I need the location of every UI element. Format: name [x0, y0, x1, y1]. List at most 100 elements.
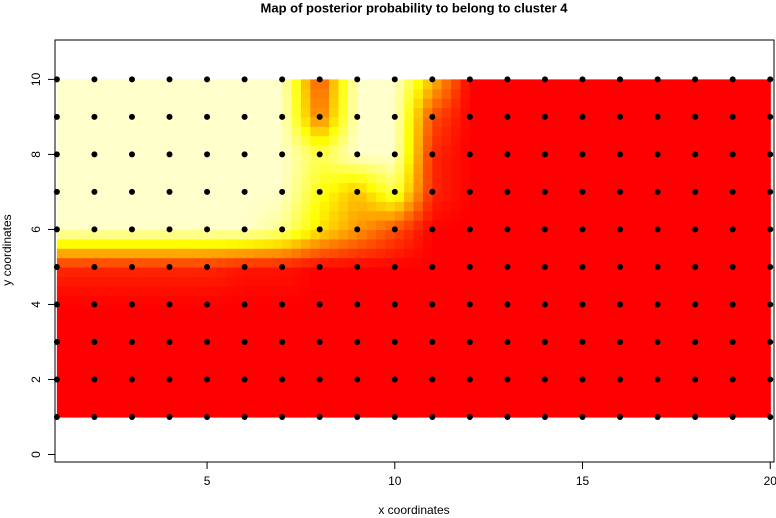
heat-cell	[263, 248, 274, 259]
heat-cell	[282, 145, 293, 156]
heat-cell	[291, 220, 302, 231]
heat-cell	[141, 88, 152, 99]
heat-cell	[704, 351, 715, 362]
heat-cell	[169, 351, 180, 362]
heat-cell	[676, 379, 687, 390]
heat-cell	[385, 135, 396, 146]
heat-cell	[591, 98, 602, 109]
heat-cell	[56, 98, 67, 109]
heat-cell	[610, 107, 621, 118]
heat-cell	[704, 220, 715, 231]
grid-point	[91, 226, 98, 233]
heat-cell	[263, 163, 274, 174]
heat-cell	[85, 323, 96, 334]
heat-cell	[66, 126, 77, 137]
heat-cell	[263, 201, 274, 212]
grid-point	[166, 376, 173, 383]
grid-point	[241, 151, 248, 158]
heat-cell	[554, 351, 565, 362]
heat-cell	[460, 379, 471, 390]
heat-cell	[704, 107, 715, 118]
heat-cell	[122, 163, 133, 174]
heat-cell	[385, 191, 396, 202]
heat-cell	[357, 313, 368, 324]
heat-cell	[685, 201, 696, 212]
heat-cell	[479, 285, 490, 296]
heat-cell	[225, 341, 236, 352]
heat-cell	[56, 341, 67, 352]
grid-point	[541, 376, 548, 383]
heat-cell	[347, 257, 358, 268]
heat-cell	[422, 285, 433, 296]
heat-cell	[629, 304, 640, 315]
heat-cell	[56, 191, 67, 202]
heat-cell	[573, 88, 584, 99]
heat-cell	[629, 276, 640, 287]
heat-cell	[404, 191, 415, 202]
heat-cell	[610, 238, 621, 249]
heat-cell	[188, 107, 199, 118]
heat-cell	[282, 163, 293, 174]
heat-cell	[723, 107, 734, 118]
heat-cell	[291, 163, 302, 174]
heat-cell	[441, 79, 452, 90]
heat-cell	[516, 341, 527, 352]
heat-cell	[469, 332, 480, 343]
heat-cell	[422, 201, 433, 212]
heat-cell	[319, 266, 330, 277]
heat-cell	[582, 201, 593, 212]
heat-cell	[141, 341, 152, 352]
heat-cell	[685, 285, 696, 296]
heat-cell	[253, 285, 264, 296]
grid-point	[579, 113, 586, 120]
grid-point	[692, 151, 699, 158]
heat-cell	[432, 248, 443, 259]
heat-cell	[366, 126, 377, 137]
heat-cell	[56, 154, 67, 165]
heat-cell	[244, 398, 255, 409]
heat-cell	[422, 238, 433, 249]
heat-cell	[141, 220, 152, 231]
heat-cell	[404, 182, 415, 193]
heat-cell	[225, 88, 236, 99]
heat-cell	[516, 351, 527, 362]
heat-cell	[66, 220, 77, 231]
heat-cell	[582, 323, 593, 334]
heat-cell	[544, 88, 555, 99]
heat-cell	[103, 257, 114, 268]
heat-cell	[451, 191, 462, 202]
heat-cell	[479, 163, 490, 174]
heat-cell	[207, 257, 218, 268]
heat-cell	[742, 116, 753, 127]
heat-cell	[723, 210, 734, 221]
heat-cell	[554, 154, 565, 165]
heat-cell	[695, 379, 706, 390]
heat-cell	[516, 107, 527, 118]
grid-point	[729, 226, 736, 233]
heat-cell	[56, 351, 67, 362]
heat-cell	[169, 107, 180, 118]
heat-cell	[291, 304, 302, 315]
heat-cell	[723, 135, 734, 146]
heat-cell	[629, 116, 640, 127]
heat-cell	[178, 238, 189, 249]
heat-cell	[291, 182, 302, 193]
heat-cell	[554, 210, 565, 221]
heat-cell	[131, 135, 142, 146]
heat-cell	[394, 79, 405, 90]
heat-cell	[235, 323, 246, 334]
grid-point	[466, 376, 473, 383]
heat-cell	[366, 88, 377, 99]
heat-cell	[113, 154, 124, 165]
heat-cell	[75, 398, 86, 409]
heat-cell	[225, 173, 236, 184]
heat-cell	[685, 210, 696, 221]
heat-cell	[150, 154, 161, 165]
heat-cell	[732, 145, 743, 156]
heat-cell	[300, 257, 311, 268]
heat-cell	[695, 285, 706, 296]
heat-cell	[347, 220, 358, 231]
heat-cell	[263, 313, 274, 324]
heat-cell	[469, 276, 480, 287]
heat-cell	[85, 313, 96, 324]
